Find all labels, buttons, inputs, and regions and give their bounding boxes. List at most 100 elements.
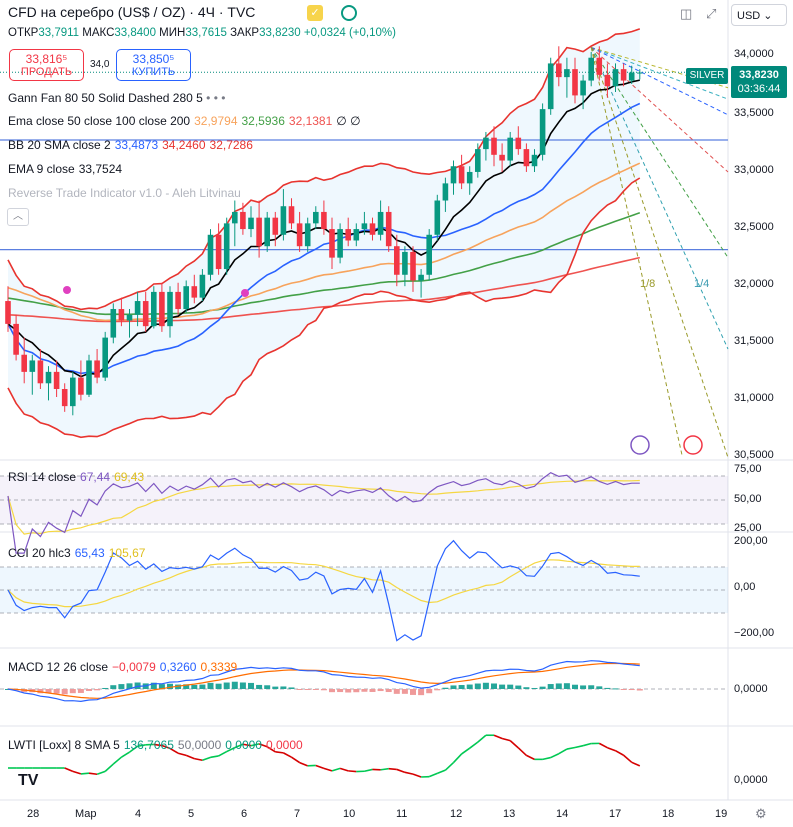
x-tick-label: 10 — [343, 808, 356, 820]
bb-basis-line — [7, 102, 641, 375]
legend-bb[interactable]: BB 20 SMA close 2 33,4873 34,2460 32,7286 — [8, 138, 253, 152]
check-icon[interactable]: ✓ — [307, 5, 323, 21]
macd-histogram-bar — [563, 683, 570, 689]
candle-body — [280, 206, 287, 235]
symbol-title[interactable]: CFD на серебро (US$ / OZ) · 4Ч · TVC — [8, 4, 256, 20]
macd-histogram-bar — [223, 682, 230, 689]
cci-value: 65,43 — [74, 546, 105, 560]
ema-empty-values: ∅ ∅ — [336, 114, 361, 128]
cci-tick-label: 200,00 — [734, 535, 768, 547]
symbol-price-tag: SILVER — [686, 68, 728, 84]
candle-body — [94, 360, 100, 378]
macd-histogram-bar — [491, 683, 497, 689]
lwti-segment — [202, 756, 211, 761]
chart-mode-icon[interactable]: ◫ — [680, 6, 693, 21]
collapse-legend-button[interactable]: ︿ — [7, 208, 29, 226]
bb-lower-line — [7, 177, 641, 439]
lwti-segment — [177, 752, 187, 757]
candle-body — [434, 200, 441, 235]
high-value: 33,8400 — [114, 27, 156, 39]
rsi-tick-label: 75,00 — [734, 463, 762, 475]
y-tick-label: 30,5000 — [734, 449, 774, 461]
macd-value: 0,3260 — [159, 660, 197, 674]
candle-body — [523, 149, 530, 167]
macd-histogram-bar — [410, 689, 416, 695]
candle-body — [450, 166, 457, 184]
gann-label: Gann Fan 80 50 Solid Dashed 280 5 — [8, 91, 203, 105]
lwti-value: 136,7065 — [123, 738, 174, 752]
y-tick-label: 34,0000 — [734, 48, 774, 60]
candle-body — [377, 211, 384, 235]
lwti-segment — [291, 756, 301, 764]
market-open-icon — [341, 5, 357, 21]
legend-rsi[interactable]: RSI 14 close 67,44 69,43 — [8, 470, 144, 484]
legend-ema[interactable]: Ema close 50 close 100 close 200 32,9794 3… — [8, 114, 361, 128]
legend-gann[interactable]: Gann Fan 80 50 Solid Dashed 280 5 • • • — [8, 91, 225, 105]
tradingview-logo-icon[interactable]: TV — [18, 772, 39, 789]
macd-histogram-bar — [158, 684, 165, 689]
candle-body — [134, 301, 141, 315]
close-label: ЗАКР — [230, 27, 260, 39]
macd-histogram-bar — [215, 683, 222, 689]
legend-cci[interactable]: CCI 20 hlc3 65,43 105,67 — [8, 546, 145, 560]
rsi-tick-label: 25,00 — [734, 522, 762, 534]
chart-title: CFD на серебро (US$ / OZ) · 4Ч · TVC — [8, 4, 255, 20]
candle-body — [151, 291, 157, 327]
legend-ema9[interactable]: EMA 9 close 33,7524 — [8, 162, 122, 176]
settings-gear-icon[interactable]: ⚙ — [755, 806, 767, 821]
lwti-segment — [452, 753, 463, 764]
candle-body — [369, 223, 376, 235]
candle-body — [329, 229, 335, 258]
lwti-segment — [283, 752, 292, 758]
lwti-segment — [526, 754, 535, 761]
lwti-segment — [566, 746, 576, 750]
lwti-segment — [501, 737, 511, 742]
bar-countdown: 03:36:44 — [737, 83, 781, 95]
y-tick-label: 31,5000 — [734, 335, 774, 347]
bb-upper-line — [7, 28, 641, 311]
candle-body — [61, 389, 68, 407]
bb-label: BB 20 SMA close 2 — [8, 138, 111, 152]
change-value: +0,0324 (+0,10%) — [303, 27, 396, 39]
candle-body — [240, 211, 246, 230]
legend-lwti[interactable]: LWTI [Loxx] 8 SMA 5 136,7065 50,0000 0,0000… — [8, 738, 303, 752]
legend-rti[interactable]: Reverse Trade Indicator v1.0 - Aleh Litv… — [8, 186, 241, 200]
macd-histogram-bar — [426, 689, 433, 694]
macd-histogram-bar — [320, 689, 327, 691]
macd-histogram-bar — [69, 689, 76, 694]
lwti-segment — [194, 757, 203, 762]
macd-histogram-bar — [361, 689, 368, 692]
candle-body — [78, 377, 84, 395]
macd-histogram-bar — [418, 689, 425, 696]
macd-histogram-bar — [86, 689, 92, 691]
candle-body — [426, 234, 432, 275]
lwti-segment — [339, 767, 349, 772]
macd-histogram-bar — [531, 687, 538, 689]
lwti-mid-value: 50,0000 — [177, 738, 222, 752]
candle-body — [483, 137, 489, 150]
maximize-icon[interactable]: ⤢ — [706, 6, 717, 21]
lwti-segment — [104, 763, 114, 772]
macd-signal-value: 0,3339 — [200, 660, 238, 674]
cci-tick-label: −200,00 — [734, 627, 775, 639]
legend-macd[interactable]: MACD 12 26 close −0,0079 0,3260 0,3339 — [8, 660, 237, 674]
currency-select[interactable]: USD ⌄ — [731, 4, 787, 26]
lwti-segment — [88, 772, 98, 776]
sell-button[interactable]: 33,816⁵ ПРОДАТЬ — [9, 49, 84, 81]
lwti-segment — [266, 746, 276, 753]
open-label: ОТКР — [8, 27, 39, 39]
more-icon[interactable]: • • • — [206, 91, 226, 105]
candle-body — [515, 137, 522, 150]
macd-histogram-bar — [393, 689, 400, 694]
macd-histogram-bar — [134, 682, 141, 689]
y-tick-label: 33,0000 — [734, 164, 774, 176]
macd-histogram-bar — [539, 686, 546, 689]
macd-histogram-bar — [61, 689, 68, 695]
buy-button[interactable]: 33,850⁵ КУПИТЬ — [116, 49, 191, 81]
lwti-segment — [120, 751, 130, 758]
macd-histogram-bar — [256, 684, 263, 689]
cci-tick-label: 0,00 — [734, 581, 756, 593]
rsi-value: 67,44 — [80, 470, 111, 484]
lwti-tick-label: 0,0000 — [734, 774, 768, 786]
